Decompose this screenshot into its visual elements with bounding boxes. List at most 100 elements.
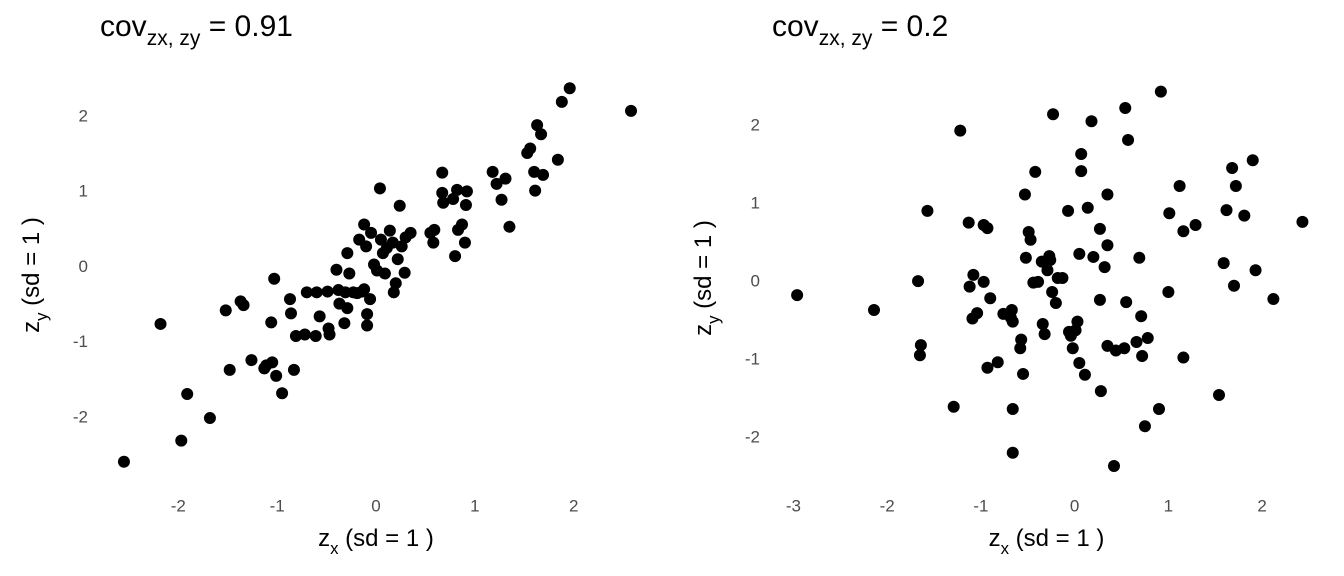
point — [1141, 332, 1154, 345]
point — [203, 412, 216, 425]
point — [971, 307, 984, 320]
point — [1062, 204, 1075, 217]
point — [310, 286, 323, 299]
point — [389, 277, 402, 290]
point — [981, 222, 994, 235]
x-axis-label-rest: (sd = 1 ) — [1009, 525, 1104, 552]
point — [287, 363, 300, 376]
point — [404, 226, 417, 239]
point — [219, 304, 232, 317]
point — [276, 387, 289, 400]
point — [436, 186, 449, 199]
y-tick-label: 2 — [751, 115, 760, 134]
y-tick-label: 0 — [751, 271, 760, 290]
y-axis-label-sub: y — [704, 315, 723, 324]
point — [1081, 201, 1094, 214]
chart-title-sub: zx, zy — [147, 27, 201, 50]
point — [181, 387, 194, 400]
point — [387, 286, 400, 299]
point — [1047, 108, 1060, 121]
x-axis-label-sub: x — [330, 539, 339, 558]
point — [868, 303, 880, 316]
point — [524, 142, 537, 155]
chart-title-main: cov — [772, 10, 819, 43]
x-tick-label: 1 — [1164, 496, 1173, 515]
point — [1006, 403, 1019, 416]
point — [393, 199, 406, 212]
point — [341, 247, 354, 260]
point — [270, 369, 283, 382]
point — [1189, 218, 1202, 231]
point — [912, 275, 925, 288]
point — [1049, 296, 1062, 309]
point — [1087, 250, 1100, 263]
point — [1006, 315, 1019, 328]
point — [967, 268, 980, 281]
point — [1120, 296, 1133, 309]
point — [358, 218, 371, 231]
x-tick-label: 0 — [371, 496, 380, 515]
point — [913, 349, 926, 362]
point — [981, 361, 994, 374]
point — [921, 204, 934, 217]
chart-title-rest: = 0.2 — [872, 10, 948, 43]
y-axis-label: zy (sd = 1 ) — [18, 217, 51, 333]
point — [563, 82, 576, 95]
point — [1075, 147, 1088, 160]
y-tick-label: -1 — [73, 332, 88, 351]
y-tick-label: -2 — [73, 408, 88, 427]
point — [503, 220, 516, 233]
point — [486, 165, 499, 178]
point — [447, 192, 460, 205]
y-tick-label: 0 — [79, 257, 88, 276]
point — [977, 275, 990, 288]
point — [395, 240, 408, 253]
point — [1108, 459, 1120, 472]
point — [1220, 204, 1233, 217]
point — [364, 293, 377, 306]
x-tick-label: -3 — [786, 496, 801, 515]
point — [374, 233, 387, 246]
point — [284, 293, 297, 306]
point — [1249, 264, 1262, 277]
point — [266, 356, 279, 369]
point — [1101, 239, 1114, 252]
point — [117, 455, 130, 468]
point — [1173, 179, 1186, 192]
point — [343, 267, 356, 280]
point — [365, 226, 378, 239]
x-tick-label: -2 — [880, 496, 895, 515]
point — [914, 339, 927, 352]
point — [154, 317, 167, 330]
x-axis-label: zx (sd = 1 ) — [989, 525, 1105, 558]
point — [1136, 350, 1149, 362]
point — [309, 329, 322, 342]
chart-title-rest: = 0.91 — [200, 10, 293, 43]
point — [1098, 261, 1111, 274]
point — [1019, 251, 1032, 264]
point — [962, 216, 975, 229]
point — [455, 218, 468, 231]
point — [1138, 420, 1151, 433]
y-axis-label-main: z — [690, 324, 717, 336]
point — [954, 124, 967, 137]
y-axis-label-rest: (sd = 1 ) — [18, 217, 45, 312]
point — [1119, 101, 1132, 114]
point — [321, 285, 334, 298]
point — [531, 119, 544, 132]
point — [499, 172, 512, 185]
point — [1217, 257, 1230, 270]
chart-title-main: cov — [100, 10, 147, 43]
point — [1056, 272, 1069, 284]
point — [535, 128, 548, 141]
point — [361, 319, 374, 332]
y-axis-label-main: z — [18, 321, 45, 333]
point — [391, 253, 404, 266]
point — [1041, 264, 1054, 277]
point — [268, 272, 281, 285]
point — [1078, 368, 1091, 381]
point — [1017, 367, 1030, 380]
point — [1213, 389, 1225, 401]
point — [963, 280, 976, 293]
